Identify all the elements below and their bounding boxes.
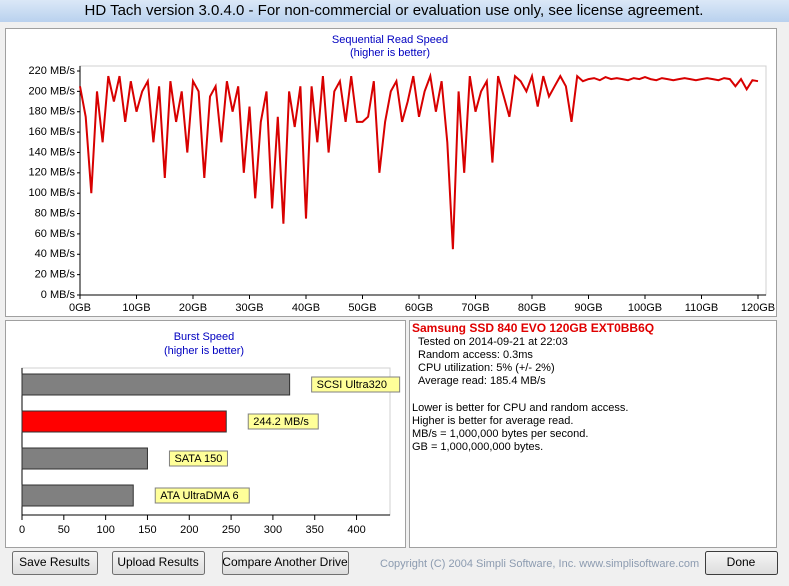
- label-box: [247, 413, 319, 430]
- burst-bar: [21, 484, 134, 507]
- x-tick-label: 110GB: [685, 302, 718, 314]
- burst-bar: [21, 373, 291, 396]
- x-tick-label: 300: [264, 524, 282, 536]
- button-label[interactable]: Save Results: [19, 555, 90, 569]
- x-tick-label: 100GB: [628, 302, 662, 314]
- x-tick-label: 100: [96, 524, 114, 536]
- label-box: [168, 450, 228, 467]
- button[interactable]: [705, 551, 778, 575]
- label-box: [311, 376, 401, 393]
- x-tick-label: 50GB: [348, 302, 376, 314]
- note-line: Lower is better for CPU and random acces…: [412, 402, 628, 414]
- chart-subtitle: (higher is better): [164, 345, 244, 357]
- y-tick-label: 200 MB/s: [29, 85, 76, 97]
- chart-title: Burst Speed: [174, 331, 235, 343]
- drive-name: Samsung SSD 840 EVO 120GB EXT0BB6Q: [412, 321, 654, 335]
- result-line: Tested on 2014-09-21 at 22:03: [418, 336, 568, 348]
- y-tick-label: 80 MB/s: [35, 207, 76, 219]
- x-tick-label: 30GB: [235, 302, 263, 314]
- bar-label: 244.2 MB/s: [253, 416, 309, 428]
- y-tick-label: 40 MB/s: [35, 248, 76, 260]
- y-tick-label: 180 MB/s: [29, 106, 76, 118]
- y-tick-label: 20 MB/s: [35, 269, 76, 281]
- burst-bar: [21, 447, 148, 470]
- y-tick-label: 220 MB/s: [29, 65, 76, 77]
- note-line: Higher is better for average read.: [412, 415, 573, 427]
- info-panel: [409, 320, 777, 548]
- button[interactable]: [222, 551, 349, 575]
- y-tick-label: 140 MB/s: [29, 146, 76, 158]
- y-tick-label: 120 MB/s: [29, 167, 76, 179]
- burst-bar: [21, 410, 227, 433]
- chart-subtitle: (higher is better): [350, 47, 430, 59]
- button[interactable]: [112, 551, 205, 575]
- x-tick-label: 400: [347, 524, 365, 536]
- note-line: GB = 1,000,000,000 bytes.: [412, 441, 543, 453]
- x-tick-label: 0GB: [69, 302, 91, 314]
- label-box: [154, 487, 250, 504]
- bar-label: SCSI Ultra320: [317, 379, 387, 391]
- x-tick-label: 200: [180, 524, 198, 536]
- x-tick-label: 120GB: [741, 302, 775, 314]
- button[interactable]: [12, 551, 98, 575]
- result-line: Average read: 185.4 MB/s: [418, 375, 546, 387]
- x-tick-label: 50: [58, 524, 70, 536]
- bar-label: ATA UltraDMA 6: [160, 490, 238, 502]
- x-tick-label: 150: [138, 524, 156, 536]
- button-label[interactable]: Upload Results: [117, 555, 198, 569]
- copyright: Copyright (C) 2004 Simpli Software, Inc.…: [380, 558, 699, 570]
- x-tick-label: 0: [19, 524, 25, 536]
- x-tick-label: 250: [222, 524, 240, 536]
- note-line: MB/s = 1,000,000 bytes per second.: [412, 428, 588, 440]
- window-title: HD Tach version 3.0.4.0 - For non-commer…: [85, 2, 704, 19]
- bar-label: SATA 150: [174, 453, 222, 465]
- y-tick-label: 60 MB/s: [35, 228, 76, 240]
- y-tick-label: 0 MB/s: [41, 289, 76, 301]
- x-tick-label: 90GB: [574, 302, 602, 314]
- x-tick-label: 10GB: [122, 302, 150, 314]
- result-line: CPU utilization: 5% (+/- 2%): [418, 362, 555, 374]
- button-label[interactable]: Done: [727, 555, 756, 569]
- button-label[interactable]: Compare Another Drive: [222, 555, 348, 569]
- read-panel: [5, 28, 777, 317]
- read-line: [79, 72, 759, 250]
- x-tick-label: 350: [306, 524, 324, 536]
- y-tick-label: 100 MB/s: [29, 187, 76, 199]
- chart-title: Sequential Read Speed: [332, 34, 448, 46]
- x-tick-label: 60GB: [405, 302, 433, 314]
- x-tick-label: 40GB: [292, 302, 320, 314]
- title-bar: [0, 0, 789, 22]
- x-tick-label: 70GB: [461, 302, 489, 314]
- burst-panel: [5, 320, 406, 548]
- result-line: Random access: 0.3ms: [418, 349, 533, 361]
- y-tick-label: 160 MB/s: [29, 126, 76, 138]
- x-tick-label: 80GB: [518, 302, 546, 314]
- x-tick-label: 20GB: [179, 302, 207, 314]
